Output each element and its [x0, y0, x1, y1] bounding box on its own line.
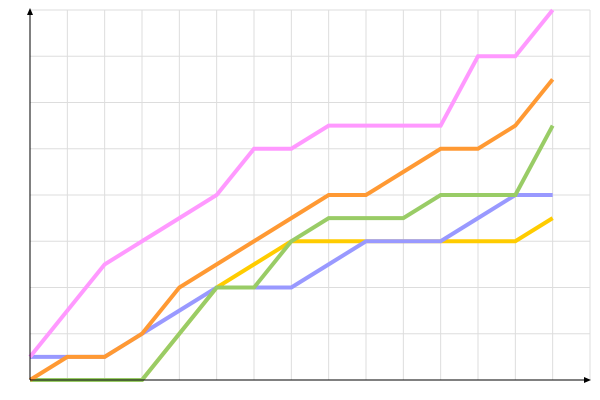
- y-axis-arrow: [27, 8, 33, 15]
- series-line: [28, 78, 555, 382]
- x-axis-arrow: [584, 377, 591, 383]
- series-line: [28, 8, 555, 359]
